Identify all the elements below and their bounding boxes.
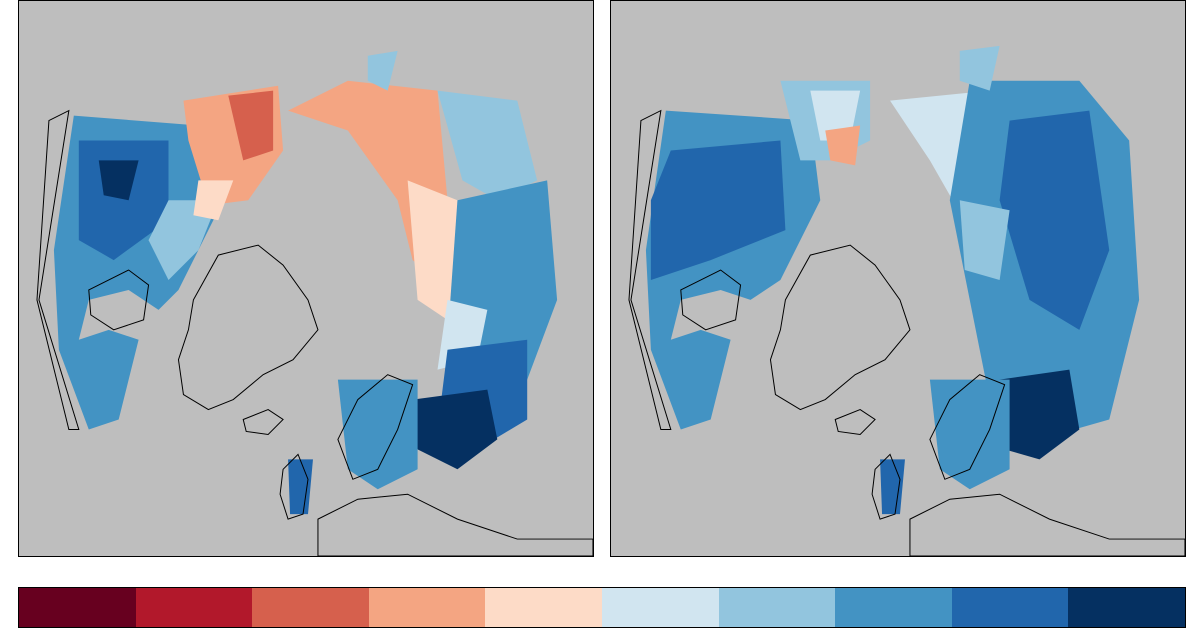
greenland-outline xyxy=(769,244,911,411)
hudson-bay-outline xyxy=(88,269,150,331)
map-left-svg xyxy=(36,50,593,556)
left-data-region-3 xyxy=(148,200,219,280)
north-america-limb xyxy=(36,109,80,430)
right-data-region-1 xyxy=(650,140,786,280)
colorbar-bin-9 xyxy=(1068,588,1185,627)
colorbar-bin-6 xyxy=(718,588,836,627)
left-data-region-16 xyxy=(367,50,398,91)
colorbar-bin-8 xyxy=(951,588,1069,627)
left-data-region-14 xyxy=(337,379,418,490)
right-data-region-7 xyxy=(999,110,1110,330)
right-data-region-4 xyxy=(825,125,861,166)
left-data-region-15 xyxy=(288,459,313,515)
iceland-outline xyxy=(242,408,284,435)
britain-outline xyxy=(279,453,309,520)
iceland-outline xyxy=(834,408,876,435)
greenland-outline xyxy=(177,244,319,411)
right-data-region-8 xyxy=(959,200,1010,280)
left-data-region-5 xyxy=(228,90,274,161)
scandinavia-outline xyxy=(929,374,1006,480)
right-data-region-11 xyxy=(880,459,905,515)
colorbar-bin-1 xyxy=(135,588,253,627)
north-america-limb xyxy=(628,109,672,430)
europe-coast-outline xyxy=(909,493,1185,556)
right-data-region-9 xyxy=(999,369,1080,460)
right-data-region-10 xyxy=(929,379,1010,490)
colorbar-bin-0 xyxy=(19,588,136,627)
left-data-region-9 xyxy=(437,90,538,201)
colorbar-bin-7 xyxy=(835,588,952,627)
right-data-region-12 xyxy=(959,45,1000,91)
scandinavia-outline xyxy=(337,374,414,480)
colorbar-bin-5 xyxy=(601,588,719,627)
left-data-region-2 xyxy=(98,160,139,201)
colorbar-bin-3 xyxy=(368,588,486,627)
colorbar xyxy=(18,587,1186,628)
left-data-region-13 xyxy=(412,389,498,470)
map-panel-right xyxy=(610,0,1186,557)
map-right-svg xyxy=(628,45,1185,556)
map-panel-left xyxy=(18,0,594,557)
europe-coast-outline xyxy=(317,493,593,556)
colorbar-bin-2 xyxy=(252,588,369,627)
hudson-bay-outline xyxy=(680,269,742,331)
britain-outline xyxy=(871,453,901,520)
colorbar-bin-4 xyxy=(485,588,602,627)
left-data-region-6 xyxy=(193,180,234,221)
